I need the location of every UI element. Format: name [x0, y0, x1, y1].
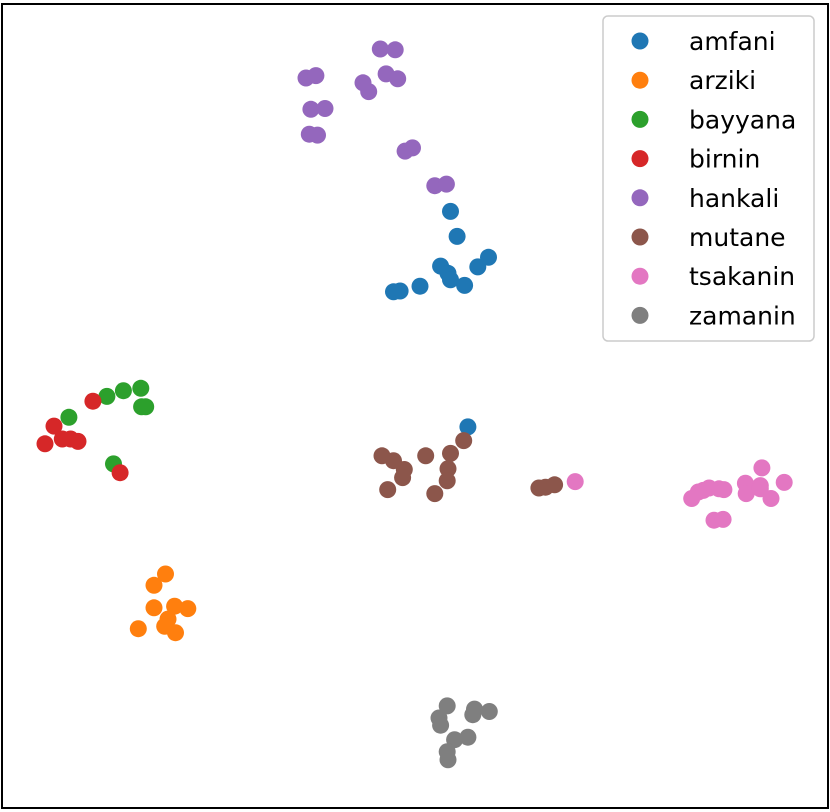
- point-mutane-13: [546, 476, 564, 494]
- point-tsakanin-12: [683, 490, 701, 507]
- point-birnin-5: [36, 435, 54, 453]
- legend-box: [602, 15, 815, 342]
- legend-marker-bayyana: [631, 110, 649, 128]
- point-amfani-3: [469, 258, 487, 276]
- point-hankali-11: [309, 126, 326, 144]
- legend-label-amfani: amfani: [689, 27, 776, 56]
- legend-marker-birnin: [631, 150, 649, 168]
- point-tsakanin-10: [737, 485, 755, 503]
- legend-label-arziki: arziki: [689, 66, 756, 95]
- point-hankali-0: [371, 40, 389, 58]
- point-mutane-6: [439, 460, 457, 478]
- point-arziki-2: [145, 599, 163, 617]
- point-mutane-10: [426, 485, 444, 503]
- point-birnin-1: [45, 417, 63, 435]
- point-hankali-13: [404, 139, 421, 157]
- point-tsakanin-1: [753, 459, 771, 477]
- point-mutane-9: [379, 481, 397, 499]
- point-amfani-6: [442, 271, 459, 289]
- point-arziki-7: [129, 620, 147, 638]
- point-tsakanin-6: [715, 481, 733, 499]
- point-hankali-15: [437, 175, 455, 193]
- legend-item-bayyana: bayyana: [631, 105, 796, 134]
- legend-marker-hankali: [631, 189, 649, 207]
- point-mutane-7: [394, 469, 412, 487]
- point-tsakanin-15: [714, 510, 732, 528]
- legend-label-hankali: hankali: [689, 184, 779, 213]
- point-hankali-9: [316, 100, 334, 117]
- legend-item-arziki: arziki: [631, 66, 756, 95]
- point-zamanin-3: [464, 706, 482, 724]
- point-bayyana-0: [132, 379, 150, 397]
- points-layer: [36, 40, 793, 769]
- point-amfani-0: [442, 202, 459, 220]
- legend-label-bayyana: bayyana: [689, 105, 796, 134]
- point-hankali-1: [386, 41, 404, 59]
- point-arziki-0: [157, 565, 174, 583]
- point-zamanin-9: [439, 751, 457, 769]
- point-birnin-0: [84, 392, 102, 410]
- point-amfani-10: [385, 283, 402, 301]
- point-mutane-2: [417, 447, 435, 465]
- point-hankali-5: [389, 70, 407, 88]
- point-amfani-8: [411, 277, 429, 295]
- point-amfani-1: [448, 227, 466, 245]
- point-hankali-7: [360, 83, 378, 101]
- legend-entries: amfani arziki bayyana birnin hankali mutane ts…: [631, 27, 796, 330]
- point-arziki-8: [167, 624, 184, 642]
- point-mutane-1: [442, 444, 459, 462]
- legend-item-tsakanin: tsakanin: [631, 262, 795, 291]
- legend-label-birnin: birnin: [689, 145, 760, 174]
- point-tsakanin-0: [566, 473, 584, 491]
- point-bayyana-4: [137, 398, 155, 416]
- point-amfani-11: [459, 418, 477, 436]
- point-hankali-8: [302, 100, 320, 118]
- legend-marker-mutane: [631, 228, 649, 246]
- point-tsakanin-13: [762, 490, 780, 507]
- legend-item-birnin: birnin: [631, 145, 760, 174]
- point-zamanin-5: [432, 716, 450, 734]
- legend-label-tsakanin: tsakanin: [689, 262, 795, 291]
- point-zamanin-6: [459, 728, 477, 746]
- point-zamanin-2: [480, 703, 498, 720]
- point-birnin-4: [69, 432, 87, 450]
- legend-item-zamanin: zamanin: [631, 301, 796, 330]
- point-bayyana-2: [98, 387, 116, 405]
- legend-label-mutane: mutane: [689, 223, 786, 252]
- point-arziki-3: [166, 597, 184, 615]
- legend-item-hankali: hankali: [631, 184, 779, 213]
- legend-marker-zamanin: [631, 306, 649, 324]
- legend: amfani arziki bayyana birnin hankali mutane ts…: [602, 15, 815, 342]
- legend-item-amfani: amfani: [631, 27, 776, 56]
- legend-marker-tsakanin: [631, 267, 649, 285]
- point-bayyana-5: [60, 408, 78, 426]
- point-mutane-0: [455, 432, 473, 450]
- legend-label-zamanin: zamanin: [689, 301, 796, 330]
- point-hankali-3: [307, 67, 325, 85]
- point-arziki-4: [179, 600, 197, 618]
- point-zamanin-0: [438, 697, 456, 715]
- legend-item-mutane: mutane: [631, 223, 786, 252]
- point-bayyana-1: [114, 382, 132, 400]
- legend-marker-arziki: [631, 71, 649, 89]
- point-amfani-7: [456, 276, 474, 294]
- point-birnin-6: [111, 464, 129, 482]
- legend-marker-amfani: [631, 32, 649, 50]
- point-tsakanin-3: [775, 473, 793, 491]
- point-mutane-8: [438, 472, 456, 490]
- point-arziki-1: [145, 576, 163, 594]
